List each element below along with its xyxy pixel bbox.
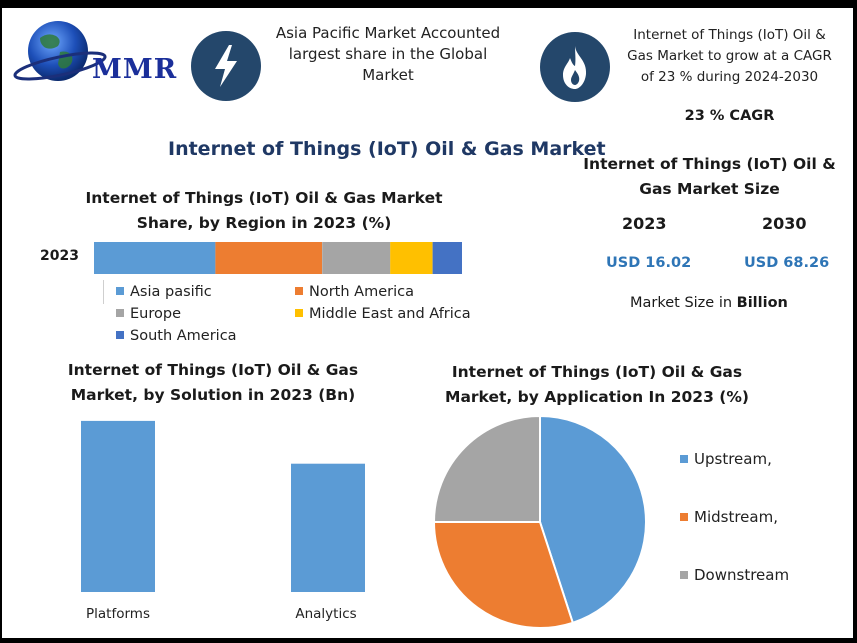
unit-prefix: Market Size in bbox=[630, 295, 737, 311]
cagr-label: 23 % CAGR bbox=[684, 108, 775, 124]
market-size-unit: Market Size in Billion bbox=[630, 295, 788, 311]
region-line-1: Asia Pacific Market Accounted bbox=[275, 24, 501, 42]
flame-circle bbox=[540, 32, 610, 102]
region-line-3: Market bbox=[362, 66, 414, 84]
region-bar-segment-3 bbox=[390, 242, 433, 274]
region-chart-title-line-2: Share, by Region in 2023 (%) bbox=[136, 214, 392, 232]
region-bar-category: 2023 bbox=[40, 248, 79, 264]
globe-icon bbox=[13, 21, 107, 81]
region-bar-segment-1 bbox=[215, 242, 323, 274]
solution-chart-title-line-1: Internet of Things (IoT) Oil & Gas bbox=[67, 361, 359, 379]
market-size-title-line-2: Gas Market Size bbox=[639, 180, 780, 198]
application-pie-chart bbox=[432, 414, 647, 630]
legend-south-america: South America bbox=[116, 328, 237, 344]
tick-analytics: Analytics bbox=[295, 606, 357, 622]
region-highlight: Asia Pacific Market Accounted largest sh… bbox=[264, 23, 512, 86]
bolt-circle bbox=[191, 31, 261, 101]
region-chart-title: Internet of Things (IoT) Oil & Gas Marke… bbox=[74, 186, 454, 236]
cagr-highlight: Internet of Things (IoT) Oil & Gas Marke… bbox=[612, 25, 847, 88]
logo-text: MMR bbox=[92, 54, 178, 85]
region-legend-tick bbox=[103, 280, 104, 304]
application-chart-title: Internet of Things (IoT) Oil & Gas Marke… bbox=[432, 360, 762, 410]
pie-slice-2 bbox=[432, 414, 541, 523]
cagr-line-1: Internet of Things (IoT) Oil & bbox=[633, 27, 826, 43]
lightning-icon bbox=[215, 45, 237, 87]
solution-chart-title-line-2: Market, by Solution in 2023 (Bn) bbox=[70, 386, 356, 404]
region-bar-segment-0 bbox=[94, 242, 216, 274]
unit-bold: Billion bbox=[736, 295, 788, 311]
flame-icon bbox=[563, 46, 587, 89]
brand-logo: MMR bbox=[10, 16, 180, 86]
tick-platforms: Platforms bbox=[86, 606, 150, 622]
solution-chart-title: Internet of Things (IoT) Oil & Gas Marke… bbox=[48, 358, 378, 408]
cagr-line-2: Gas Market to grow at a CAGR bbox=[627, 48, 832, 64]
year-2023: 2023 bbox=[622, 214, 667, 233]
region-chart-title-line-1: Internet of Things (IoT) Oil & Gas Marke… bbox=[85, 189, 443, 207]
legend-asia-pacific: Asia pasific bbox=[116, 284, 212, 300]
legend-midstream: Midstream, bbox=[680, 508, 778, 526]
market-size-title: Internet of Things (IoT) Oil & Gas Marke… bbox=[582, 152, 837, 202]
market-size-title-line-1: Internet of Things (IoT) Oil & bbox=[583, 155, 836, 173]
region-bar-segment-4 bbox=[432, 242, 462, 274]
application-chart-title-line-2: Market, by Application In 2023 (%) bbox=[445, 388, 749, 406]
region-stacked-bar bbox=[94, 242, 462, 274]
region-bar-segment-2 bbox=[322, 242, 391, 274]
legend-downstream: Downstream bbox=[680, 566, 789, 584]
legend-upstream: Upstream, bbox=[680, 450, 772, 468]
pie-slice-1 bbox=[432, 521, 575, 630]
cagr-line-3: of 23 % during 2024-2030 bbox=[640, 69, 819, 85]
pie-slice-0 bbox=[539, 414, 647, 625]
region-line-2: largest share in the Global bbox=[288, 45, 488, 63]
solution-bar-1 bbox=[291, 463, 365, 592]
legend-middle-east-africa: Middle East and Africa bbox=[295, 306, 471, 322]
page-title: Internet of Things (IoT) Oil & Gas Marke… bbox=[168, 138, 606, 160]
value-2023: USD 16.02 bbox=[606, 255, 692, 271]
value-2030: USD 68.26 bbox=[744, 255, 830, 271]
legend-north-america: North America bbox=[295, 284, 414, 300]
solution-bar-chart bbox=[81, 420, 365, 592]
year-2030: 2030 bbox=[762, 214, 807, 233]
application-chart-title-line-1: Internet of Things (IoT) Oil & Gas bbox=[451, 363, 743, 381]
legend-europe: Europe bbox=[116, 306, 181, 322]
infographic-canvas: MMR Asia Pacific Market Accounted larges… bbox=[2, 8, 853, 638]
solution-bar-0 bbox=[81, 420, 155, 592]
